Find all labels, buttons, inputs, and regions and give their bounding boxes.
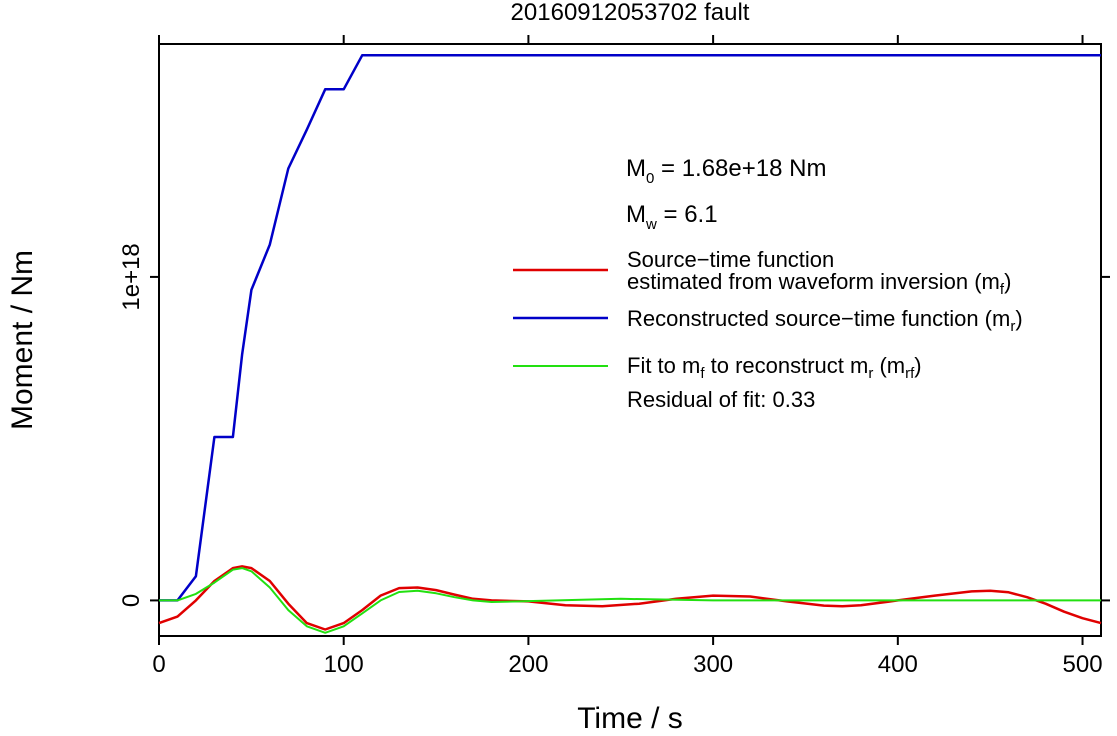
series-group	[158, 54, 1102, 634]
x-tick-label: 400	[878, 651, 918, 678]
x-axis-label: Time / s	[577, 702, 683, 735]
ticks-group: 0 100 200 300 400 500 0 1e+18	[118, 35, 1110, 678]
y-tick-label: 0	[118, 594, 145, 607]
x-tick-label: 200	[508, 651, 548, 678]
plot-frame	[158, 43, 1102, 637]
m0-annotation: M0 = 1.68e+18 Nm	[626, 155, 826, 187]
legend-label-mr: Reconstructed source−time function (mr)	[627, 306, 1023, 335]
legend: Source−time function estimated from wave…	[513, 247, 1023, 412]
legend-label-mrf: Fit to mf to reconstruct mr (mrf)	[627, 353, 922, 382]
series-line-mr	[159, 54, 1101, 602]
x-tick-label: 300	[693, 651, 733, 678]
series-line-mrf	[159, 567, 1101, 634]
residual-annotation: Residual of fit: 0.33	[627, 387, 815, 412]
chart-title: 20160912053702 fault	[511, 0, 750, 26]
legend-label-mf-line2: estimated from waveform inversion (mf)	[627, 269, 1011, 298]
y-tick-label: 1e+18	[118, 243, 145, 310]
legend-label-mf-line1: Source−time function	[627, 247, 834, 272]
x-tick-label: 0	[152, 651, 165, 678]
y-axis-label: Moment / Nm	[6, 250, 39, 430]
mw-annotation: Mw = 6.1	[626, 201, 718, 233]
x-tick-label: 100	[324, 651, 364, 678]
x-tick-label: 500	[1063, 651, 1103, 678]
